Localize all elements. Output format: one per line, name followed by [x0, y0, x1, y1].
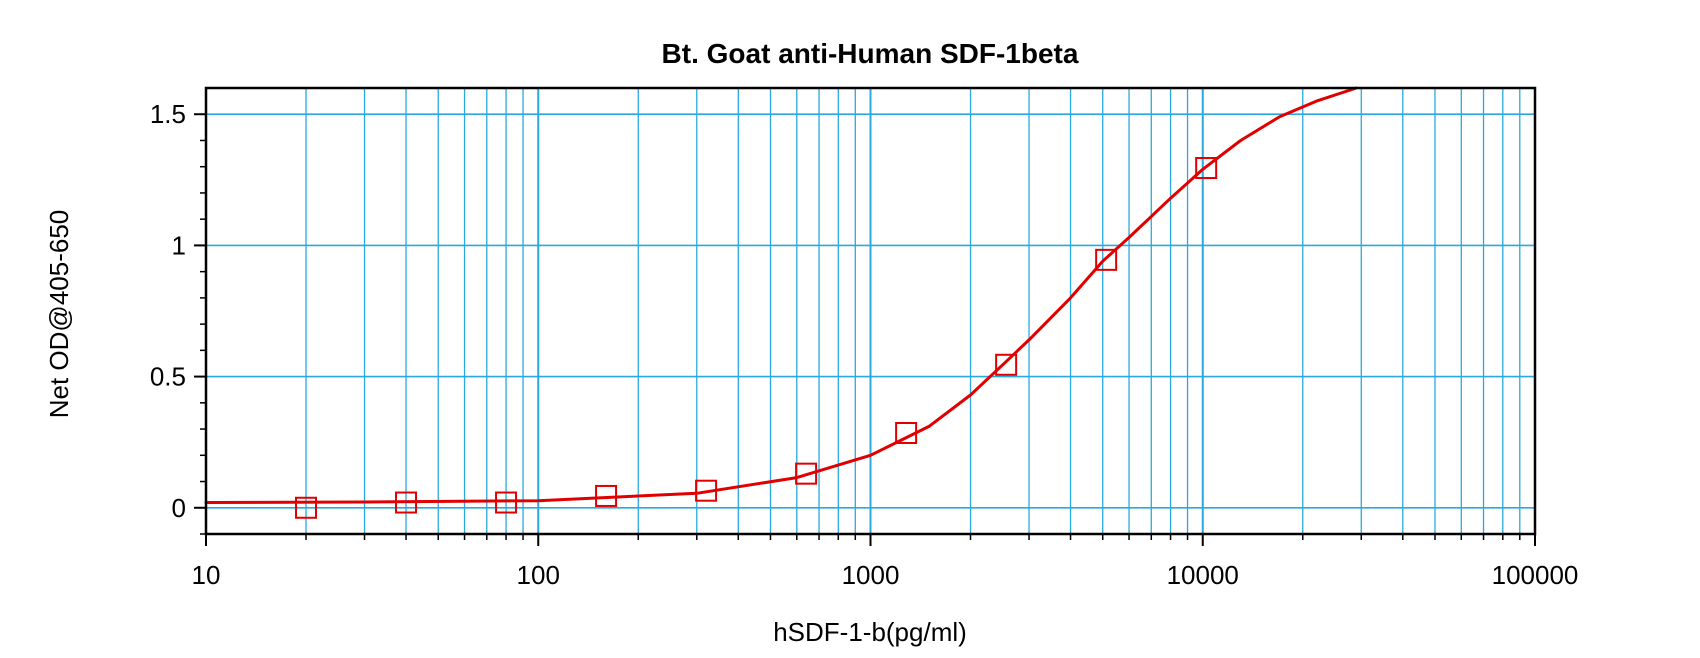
x-tick-label: 100 — [517, 560, 560, 590]
data-point-marker — [695, 479, 718, 502]
x-axis-label: hSDF-1-b(pg/ml) — [773, 617, 967, 647]
data-point-marker — [395, 491, 418, 514]
data-point-marker — [495, 491, 518, 514]
data-point-marker — [1195, 157, 1218, 180]
data-point-marker — [1095, 248, 1118, 271]
y-tick-label: 1 — [172, 230, 186, 260]
tick-layer: 0 0.5 1 1.5 10 100 1000 10000 100000 — [150, 99, 1579, 590]
chart-title: Bt. Goat anti-Human SDF-1beta — [662, 38, 1079, 69]
data-point-marker — [295, 496, 318, 519]
data-point-marker — [995, 353, 1018, 376]
y-tick-label: 0 — [172, 493, 186, 523]
data-point-marker — [795, 462, 818, 485]
fit-curve — [204, 86, 1358, 504]
data-point-marker — [895, 421, 918, 444]
y-axis-label: Net OD@405-650 — [44, 210, 74, 419]
y-tick-label: 1.5 — [150, 99, 186, 129]
x-tick-label: 100000 — [1492, 560, 1579, 590]
data-point-marker — [595, 484, 618, 507]
grid-layer — [206, 88, 1535, 534]
x-tick-label: 10000 — [1167, 560, 1239, 590]
y-tick-label: 0.5 — [150, 362, 186, 392]
series-layer — [204, 86, 1358, 519]
x-tick-label: 10 — [192, 560, 221, 590]
x-tick-label: 1000 — [842, 560, 900, 590]
